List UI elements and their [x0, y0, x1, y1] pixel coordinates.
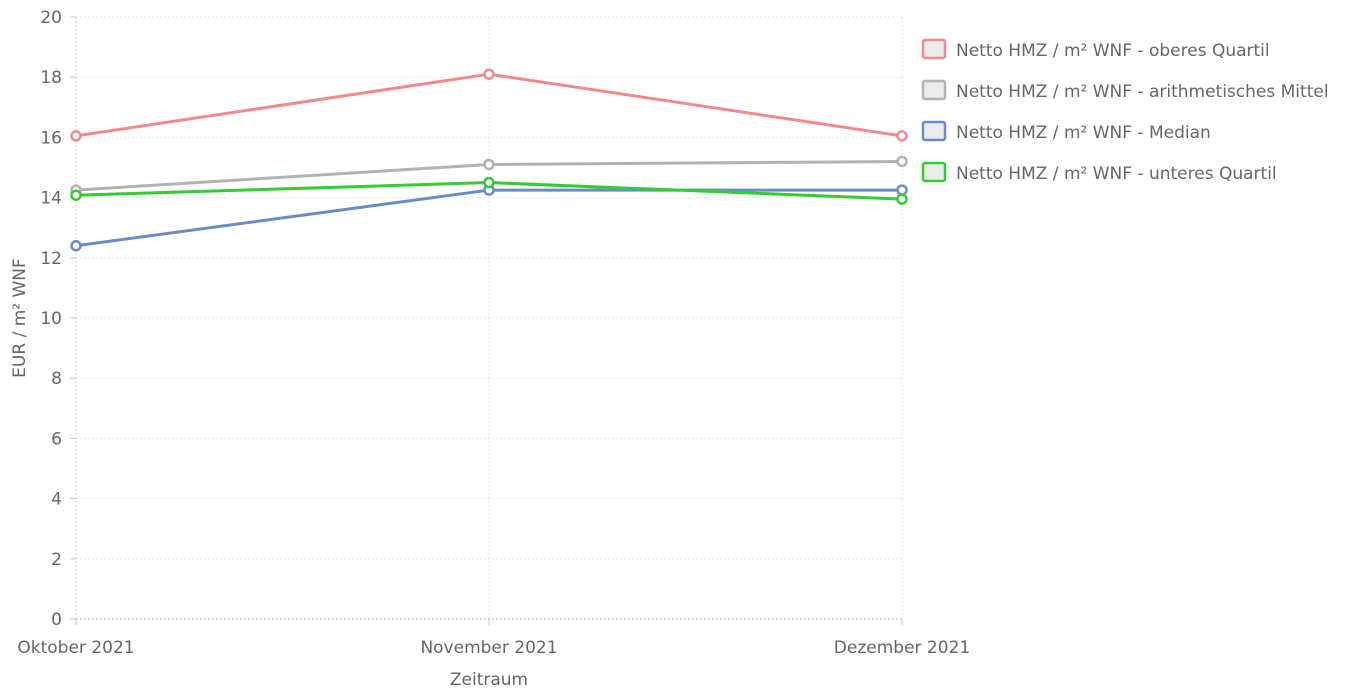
- y-tick-label: 20: [40, 8, 62, 28]
- y-tick-label: 4: [51, 490, 62, 510]
- y-tick-label: 10: [40, 309, 62, 329]
- legend-swatch: [921, 79, 947, 101]
- y-tick-label: 0: [51, 610, 62, 630]
- data-point: [896, 130, 908, 142]
- y-tick-label: 8: [51, 369, 62, 389]
- legend-label: Netto HMZ / m² WNF - unteres Quartil: [956, 164, 1277, 184]
- legend: Netto HMZ / m² WNF - oberes Quartil Netto…: [921, 38, 1329, 184]
- series-2: [70, 184, 908, 252]
- series-3: [70, 176, 908, 205]
- series-0: [70, 68, 908, 142]
- data-point: [483, 176, 495, 189]
- legend-swatch: [921, 38, 947, 60]
- legend-swatch: [921, 120, 947, 142]
- data-point: [483, 68, 495, 80]
- data-point: [483, 158, 495, 171]
- y-axis-title: EUR / m² WNF: [10, 258, 30, 378]
- x-tick-label: November 2021: [420, 638, 557, 658]
- data-point: [70, 130, 82, 142]
- legend-swatch: [921, 161, 947, 183]
- data-point: [70, 189, 82, 201]
- data-point: [896, 193, 908, 205]
- axis-layer: 0 2 4 6 8 10 12 14 16 18 20 Oktober 2021 November 20…: [17, 8, 970, 658]
- y-tick-label: 2: [51, 550, 62, 570]
- legend-item: Netto HMZ / m² WNF - Median: [921, 120, 1211, 143]
- x-axis-title: Zeitraum: [450, 670, 528, 690]
- y-tick-label: 14: [40, 189, 62, 209]
- series-layer: [70, 68, 908, 252]
- legend-label: Netto HMZ / m² WNF - oberes Quartil: [956, 41, 1270, 61]
- data-point: [896, 184, 908, 196]
- legend-item: Netto HMZ / m² WNF - arithmetisches Mitt…: [921, 79, 1329, 102]
- y-tick-label: 18: [40, 68, 62, 88]
- legend-item: Netto HMZ / m² WNF - unteres Quartil: [921, 161, 1277, 184]
- y-tick-label: 6: [51, 429, 62, 449]
- legend-label: Netto HMZ / m² WNF - arithmetisches Mitt…: [956, 82, 1329, 102]
- y-tick-label: 12: [40, 249, 62, 269]
- y-tick-label: 16: [40, 128, 62, 148]
- grid-layer: [75, 16, 903, 619]
- data-point: [70, 240, 82, 252]
- data-point: [896, 155, 908, 168]
- legend-item: Netto HMZ / m² WNF - oberes Quartil: [921, 38, 1270, 61]
- legend-label: Netto HMZ / m² WNF - Median: [956, 123, 1211, 143]
- series-1: [70, 155, 908, 196]
- x-tick-label: Dezember 2021: [834, 638, 970, 658]
- x-tick-label: Oktober 2021: [17, 638, 134, 658]
